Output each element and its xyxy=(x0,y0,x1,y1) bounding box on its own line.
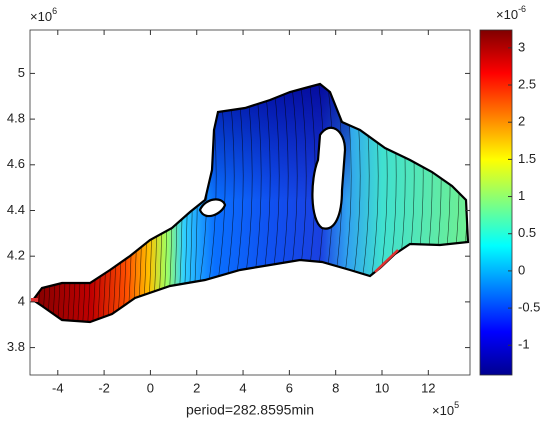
x-tick-label: 0 xyxy=(147,380,154,395)
colorbar-tick-label: 1 xyxy=(518,188,525,203)
axes-box xyxy=(29,29,471,376)
x-tick-label: 4 xyxy=(239,380,246,395)
colorbar-tick-label: -0.5 xyxy=(518,300,540,315)
x-multiplier: ×105 xyxy=(432,400,459,418)
contour-line xyxy=(166,84,173,322)
y-multiplier: ×106 xyxy=(30,6,57,24)
y-tick-label: 4.4 xyxy=(7,202,25,217)
y-tick-label: 3.8 xyxy=(7,339,25,354)
contour-line xyxy=(181,84,188,322)
x-tick-label: -4 xyxy=(52,380,64,395)
colorbar-tick-label: 2.5 xyxy=(518,76,536,91)
field xyxy=(33,84,468,322)
colorbar-tick-label: 0 xyxy=(518,262,525,277)
colorbar-tick-label: 2 xyxy=(518,114,525,129)
coastline xyxy=(31,82,470,324)
x-tick-label: -2 xyxy=(98,380,110,395)
colorbar-tick-label: 0.5 xyxy=(518,225,536,240)
contour-line xyxy=(146,84,153,322)
x-axis-label: period=282.8595min xyxy=(186,402,314,418)
y-tick-label: 4 xyxy=(18,293,25,308)
x-tick-label: 8 xyxy=(332,380,339,395)
colorbar-tick-label: 1.5 xyxy=(518,151,536,166)
y-tick-label: 4.2 xyxy=(7,248,25,263)
y-tick-label: 5 xyxy=(18,65,25,80)
x-tick-label: 2 xyxy=(193,380,200,395)
colorbar-multiplier: ×10-6 xyxy=(496,4,526,22)
contour-line xyxy=(161,84,168,322)
colorbar-tick-label: -1 xyxy=(518,337,530,352)
contour-line xyxy=(176,84,183,322)
y-tick-label: 4.8 xyxy=(7,111,25,126)
boundary-segment xyxy=(374,249,399,273)
contour-line xyxy=(151,84,158,322)
y-tick-label: 4.6 xyxy=(7,156,25,171)
plot-area xyxy=(31,82,470,324)
x-tick-label: 10 xyxy=(375,380,389,395)
colorbar xyxy=(479,29,513,376)
colorbar-tick-label: 3 xyxy=(518,39,525,54)
x-tick-label: 12 xyxy=(421,380,435,395)
contour-line xyxy=(191,84,198,322)
contour-line xyxy=(186,84,193,322)
contour-line xyxy=(156,84,163,322)
field-shade xyxy=(200,84,350,210)
x-tick-label: 6 xyxy=(286,380,293,395)
contour-line xyxy=(171,84,178,322)
